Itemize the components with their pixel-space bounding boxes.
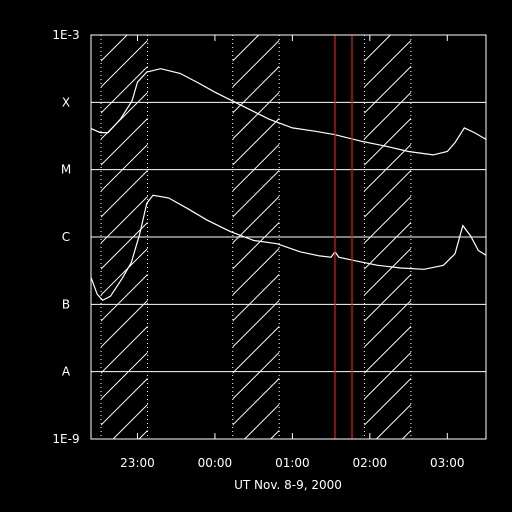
y-tick-label: 1E-3 [52, 28, 79, 42]
y-tick-label: B [62, 297, 70, 311]
plot-frame [90, 34, 487, 440]
y-tick-label: 1E-9 [52, 432, 79, 446]
horizontal-gridlines [91, 101, 486, 373]
y-axis-ticks: 1E-3 X M C B A 1E-9 [52, 28, 79, 446]
vertical-markers [334, 35, 353, 439]
x-axis-ticks: 23:00 00:00 01:00 02:00 03:00 [120, 35, 465, 470]
series-line [91, 194, 486, 302]
x-tick-label: 03:00 [430, 456, 465, 470]
y-tick-label: A [62, 365, 71, 379]
x-tick-label: 00:00 [198, 456, 233, 470]
x-tick-label: 01:00 [275, 456, 310, 470]
y-tick-label: X [62, 95, 70, 109]
x-axis-label: UT Nov. 8-9, 2000 [234, 478, 342, 492]
flux-series [91, 68, 486, 302]
y-tick-label: C [62, 230, 70, 244]
x-tick-label: 02:00 [353, 456, 388, 470]
series-line [91, 68, 486, 156]
x-tick-label: 23:00 [120, 456, 155, 470]
y-tick-label: M [61, 163, 71, 177]
